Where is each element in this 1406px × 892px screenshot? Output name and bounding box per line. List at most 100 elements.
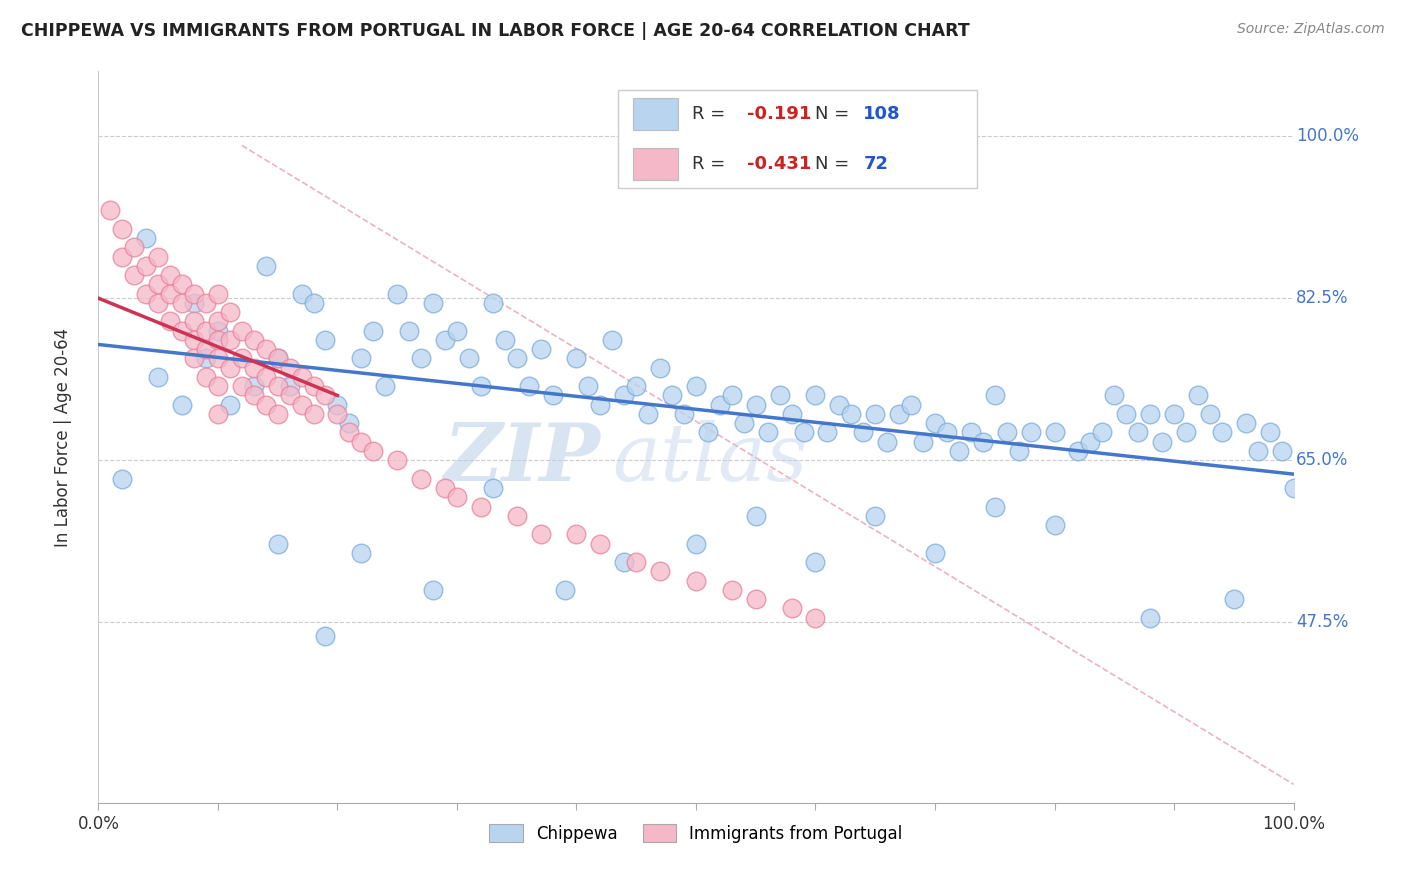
Bar: [633, 98, 678, 130]
Point: [804, 610, 827, 624]
Point: [159, 286, 181, 301]
Point: [267, 407, 290, 421]
Point: [254, 398, 277, 412]
Text: -0.191: -0.191: [748, 105, 811, 123]
Point: [565, 527, 588, 541]
Point: [589, 536, 612, 550]
Point: [626, 379, 648, 393]
Point: [183, 295, 205, 310]
Point: [865, 508, 887, 523]
Point: [339, 425, 361, 440]
Text: 100.0%: 100.0%: [1296, 128, 1360, 145]
Point: [398, 324, 420, 338]
Text: 72: 72: [863, 154, 889, 173]
Point: [876, 434, 898, 449]
Point: [815, 425, 838, 440]
Point: [195, 295, 218, 310]
Point: [530, 527, 553, 541]
Point: [434, 333, 457, 347]
Point: [339, 416, 361, 430]
Text: R =: R =: [692, 154, 731, 173]
Point: [948, 444, 970, 458]
Point: [481, 295, 505, 310]
Point: [458, 351, 481, 366]
Point: [648, 565, 672, 579]
Point: [865, 407, 887, 421]
Point: [804, 555, 827, 569]
Point: [828, 398, 851, 412]
Point: [243, 379, 266, 393]
Point: [960, 425, 983, 440]
Point: [554, 582, 576, 597]
Point: [422, 295, 444, 310]
Point: [541, 388, 564, 402]
Point: [1139, 610, 1161, 624]
Point: [481, 481, 505, 495]
Point: [350, 434, 373, 449]
Point: [793, 425, 815, 440]
Point: [350, 351, 373, 366]
Point: [135, 259, 157, 273]
Point: [219, 333, 242, 347]
Point: [685, 379, 707, 393]
Point: [661, 388, 683, 402]
Point: [1258, 425, 1281, 440]
Text: N =: N =: [815, 105, 855, 123]
Point: [172, 295, 194, 310]
Point: [374, 379, 396, 393]
Point: [411, 472, 433, 486]
Point: [135, 231, 157, 245]
Point: [470, 500, 492, 514]
Point: [219, 305, 242, 319]
Point: [326, 407, 349, 421]
Text: 108: 108: [863, 105, 901, 123]
Point: [530, 342, 553, 356]
Point: [1139, 407, 1161, 421]
Point: [254, 342, 277, 356]
Point: [302, 295, 325, 310]
Point: [148, 250, 170, 264]
Point: [219, 398, 242, 412]
Point: [494, 333, 516, 347]
Point: [254, 259, 277, 273]
Point: [195, 342, 218, 356]
Point: [685, 536, 707, 550]
Point: [302, 379, 325, 393]
Point: [267, 536, 290, 550]
Point: [363, 324, 385, 338]
Point: [267, 379, 290, 393]
Point: [1115, 407, 1137, 421]
Point: [1271, 444, 1294, 458]
Text: 47.5%: 47.5%: [1296, 614, 1348, 632]
Point: [111, 250, 134, 264]
Point: [434, 481, 457, 495]
Text: Source: ZipAtlas.com: Source: ZipAtlas.com: [1237, 22, 1385, 37]
Point: [159, 268, 181, 282]
Point: [721, 388, 744, 402]
FancyBboxPatch shape: [619, 90, 977, 188]
Point: [924, 546, 946, 560]
Point: [1008, 444, 1031, 458]
Point: [326, 398, 349, 412]
Point: [1223, 592, 1246, 607]
Point: [207, 407, 229, 421]
Point: [780, 407, 803, 421]
Point: [613, 555, 636, 569]
Point: [780, 601, 803, 615]
Point: [159, 314, 181, 328]
Point: [267, 351, 290, 366]
Point: [172, 277, 194, 292]
Point: [1175, 425, 1198, 440]
Point: [602, 333, 624, 347]
Point: [1282, 481, 1305, 495]
Point: [195, 351, 218, 366]
Point: [183, 286, 205, 301]
Point: [231, 351, 253, 366]
Point: [1128, 425, 1150, 440]
Point: [578, 379, 600, 393]
Point: [1199, 407, 1222, 421]
Point: [756, 425, 779, 440]
Text: 65.0%: 65.0%: [1296, 451, 1348, 469]
Point: [924, 416, 946, 430]
Point: [183, 351, 205, 366]
